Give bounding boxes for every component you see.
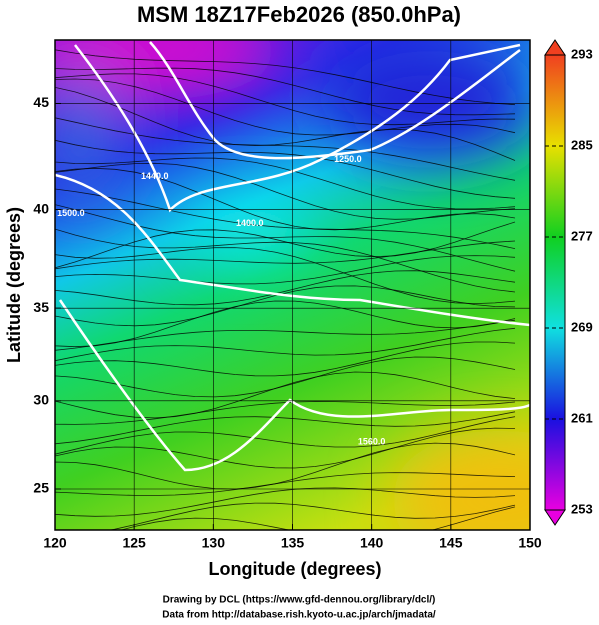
y-tick-label: 25	[33, 480, 49, 496]
streamline	[55, 319, 516, 351]
colorbar-bottom-arrow	[544, 509, 566, 526]
streamline	[55, 416, 516, 455]
x-tick-label: 135	[281, 535, 305, 551]
colorbar: 253 261 269 277 285 293	[544, 39, 593, 526]
streamline	[55, 117, 516, 181]
colorbar-body	[544, 54, 566, 511]
contours	[55, 41, 530, 472]
grid	[55, 40, 530, 530]
field-blobs	[55, 40, 530, 530]
contour-label: 1440.0	[141, 171, 169, 181]
streamline	[55, 150, 516, 210]
streamline	[55, 204, 516, 272]
colorbar-tick-label: 261	[571, 410, 593, 425]
streamline	[55, 487, 516, 517]
field: 1500.0 1440.0 1400.0 1250.0 1560.0	[55, 40, 530, 530]
colorbar-tick-label: 277	[571, 228, 593, 243]
streamline	[55, 240, 516, 305]
contour-line	[149, 41, 521, 160]
streamline	[55, 225, 516, 293]
streamline	[55, 502, 516, 530]
streamline	[55, 285, 516, 327]
axes: 120 125 130 135 140 145 150 25 30 35 40 45	[33, 94, 541, 551]
contour-line	[74, 43, 521, 213]
contour-labels: 1500.0 1440.0 1400.0 1250.0 1560.0	[57, 154, 385, 446]
colorbar-top-arrow	[544, 39, 566, 56]
streamline	[55, 45, 516, 106]
streamline	[55, 341, 516, 377]
x-tick-label: 145	[439, 535, 463, 551]
y-tick-label: 30	[33, 392, 49, 408]
footer-line: Drawing by DCL (https://www.gfd-dennou.o…	[163, 595, 436, 606]
contour-label: 1560.0	[358, 436, 386, 446]
colorbar-tick-label: 269	[571, 319, 593, 334]
streamline	[55, 162, 516, 220]
streamline	[55, 472, 516, 496]
streamline	[55, 135, 516, 199]
footer-line: Data from http://database.rish.kyoto-u.a…	[162, 610, 436, 621]
colorbar-tick-label: 253	[571, 501, 593, 516]
x-tick-label: 140	[360, 535, 384, 551]
y-tick-label: 35	[33, 299, 49, 315]
contour-line	[55, 173, 530, 327]
streamline	[55, 255, 516, 285]
streamline	[55, 327, 516, 362]
streamline	[55, 221, 516, 269]
streamline	[55, 371, 516, 419]
contour-line	[58, 299, 530, 472]
streamline	[55, 167, 516, 231]
streamline	[55, 86, 516, 161]
streamline	[55, 78, 516, 136]
streamline	[55, 240, 516, 270]
colorbar-tick-label: 285	[571, 137, 593, 152]
x-tick-label: 120	[43, 535, 67, 551]
streamline	[55, 427, 516, 469]
x-tick-label: 150	[518, 535, 542, 551]
contour-label: 1400.0	[236, 218, 264, 228]
x-tick-label: 130	[202, 535, 226, 551]
streamline	[55, 73, 516, 126]
y-tick-label: 45	[33, 94, 49, 110]
contour-label: 1500.0	[57, 208, 85, 218]
streamline	[55, 401, 516, 425]
x-axis-title: Longitude (degrees)	[208, 559, 381, 579]
colorbar-tick-label: 293	[571, 46, 593, 61]
title: MSM 18Z17Feb2026 (850.0hPa)	[137, 2, 461, 27]
x-tick-label: 125	[122, 535, 146, 551]
y-axis-title: Latitude (degrees)	[4, 207, 24, 363]
y-tick-label: 40	[33, 200, 49, 216]
streamline	[55, 188, 516, 249]
contour-label: 1250.0	[334, 154, 362, 164]
